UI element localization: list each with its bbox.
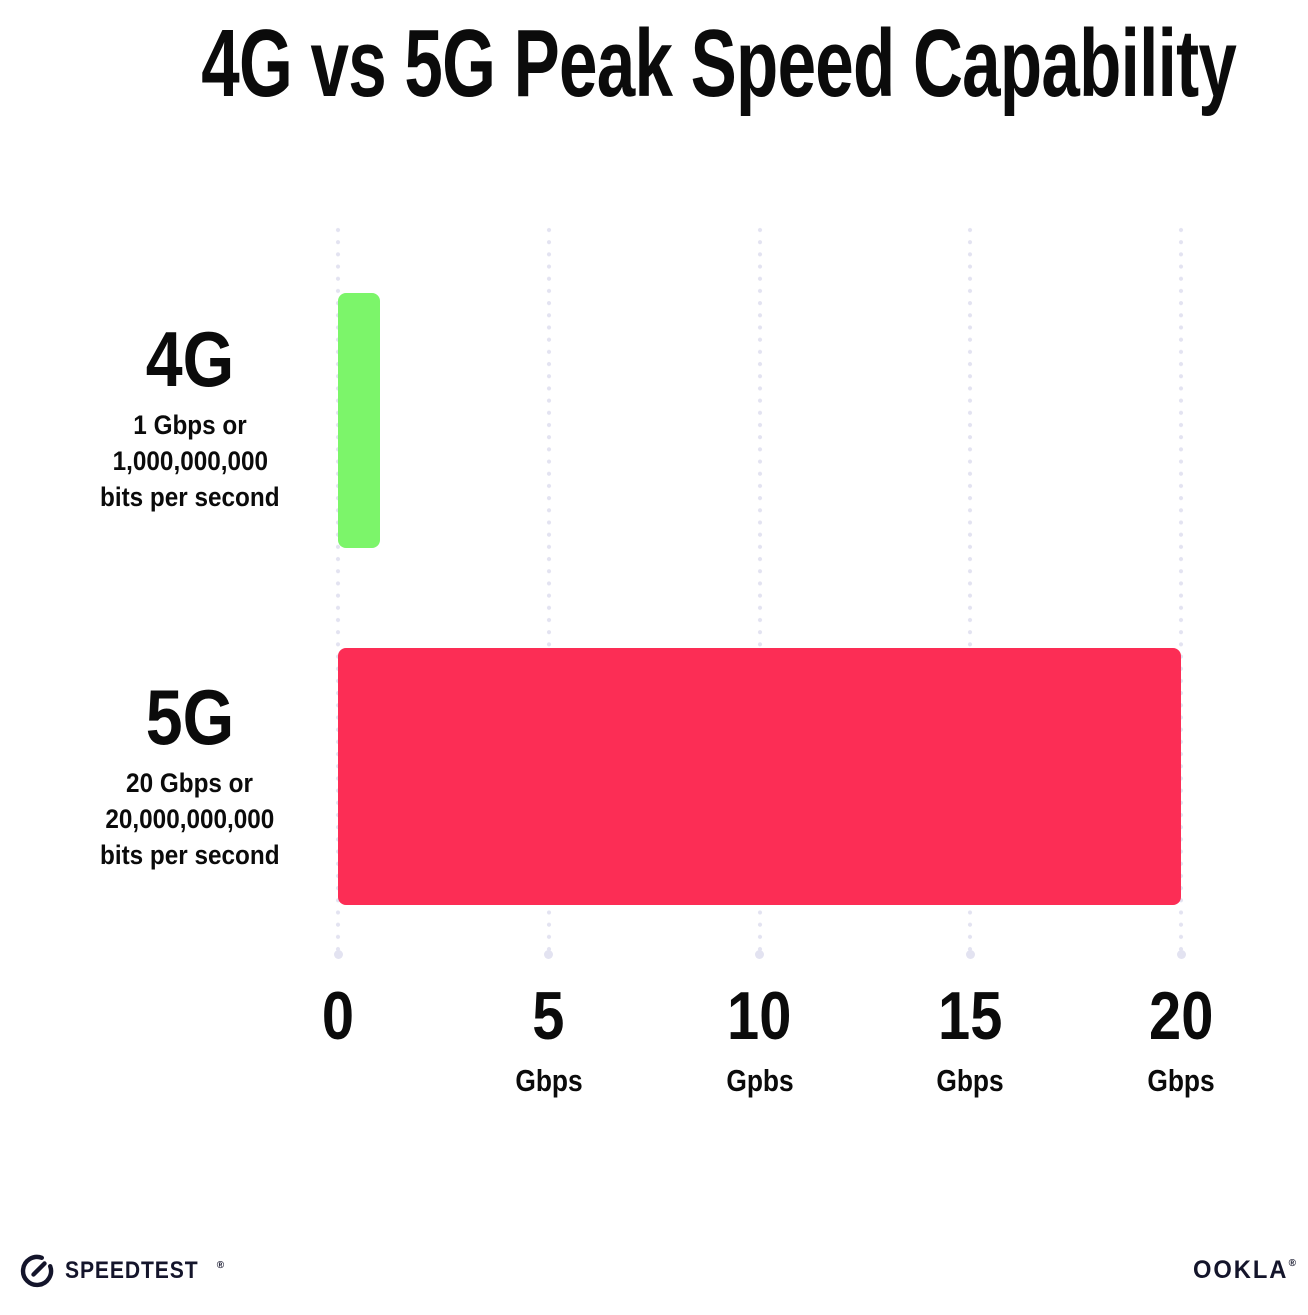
bar-5g bbox=[338, 648, 1181, 905]
description-line: bits per second bbox=[100, 839, 280, 870]
description-line: 20 Gbps or bbox=[126, 768, 254, 798]
description-line: 1 Gbps or bbox=[133, 410, 247, 440]
speedtest-logo: SPEEDTEST ® bbox=[18, 1252, 224, 1290]
bar-4g bbox=[338, 293, 381, 548]
category-name-5g: 5G bbox=[145, 673, 235, 761]
x-axis: 0 5 Gbps 10 Gpbs 15 Gbps 20 Gbps bbox=[322, 982, 1215, 1102]
axis-tick-5: 5 Gbps bbox=[509, 982, 588, 1096]
axis-tick-15: 15 Gbps bbox=[931, 982, 1010, 1096]
chart-title: 4G vs 5G Peak Speed Capability bbox=[201, 10, 1237, 117]
plot-area bbox=[335, 224, 1184, 956]
speedtest-wordmark: SPEEDTEST ® bbox=[65, 1257, 225, 1284]
category-description-5g: 20 Gbps or 20,000,000,000 bits per secon… bbox=[55, 766, 325, 874]
tick-unit bbox=[319, 1065, 357, 1096]
category-label-5g: 5G 20 Gbps or 20,000,000,000 bits per se… bbox=[55, 678, 325, 874]
category-name-4g: 4G bbox=[145, 315, 235, 403]
axis-tick-0: 0 bbox=[319, 982, 357, 1096]
tick-number: 15 bbox=[938, 978, 1003, 1054]
category-description-4g: 1 Gbps or 1,000,000,000 bits per second bbox=[55, 408, 325, 516]
tick-number: 20 bbox=[1148, 978, 1214, 1054]
tick-unit: Gpbs bbox=[725, 1063, 794, 1098]
gridline-20 bbox=[1178, 224, 1184, 956]
registered-trademark: ® bbox=[216, 1260, 225, 1271]
tick-unit: Gbps bbox=[515, 1063, 583, 1098]
gridline-0 bbox=[335, 224, 341, 956]
description-line: bits per second bbox=[100, 481, 280, 512]
ookla-wordmark: OOKLA bbox=[1193, 1256, 1289, 1284]
axis-tick-20: 20 Gbps bbox=[1141, 982, 1220, 1096]
category-label-4g: 4G 1 Gbps or 1,000,000,000 bits per seco… bbox=[55, 320, 325, 516]
description-line: 20,000,000,000 bbox=[105, 803, 275, 834]
gridline-10 bbox=[757, 224, 762, 956]
tick-number: 10 bbox=[727, 978, 792, 1054]
registered-trademark: ® bbox=[1288, 1258, 1296, 1269]
description-line: 1,000,000,000 bbox=[112, 445, 268, 476]
tick-unit: Gbps bbox=[1147, 1063, 1215, 1098]
gridline-5 bbox=[546, 224, 552, 956]
speedtest-gauge-icon bbox=[20, 1254, 54, 1288]
tick-number: 5 bbox=[532, 978, 565, 1054]
tick-unit: Gbps bbox=[936, 1063, 1004, 1098]
gridline-15 bbox=[967, 224, 973, 956]
axis-tick-10: 10 Gpbs bbox=[720, 982, 799, 1096]
ookla-logo: OOKLA ® bbox=[1188, 1258, 1296, 1283]
tick-number: 0 bbox=[321, 978, 355, 1054]
